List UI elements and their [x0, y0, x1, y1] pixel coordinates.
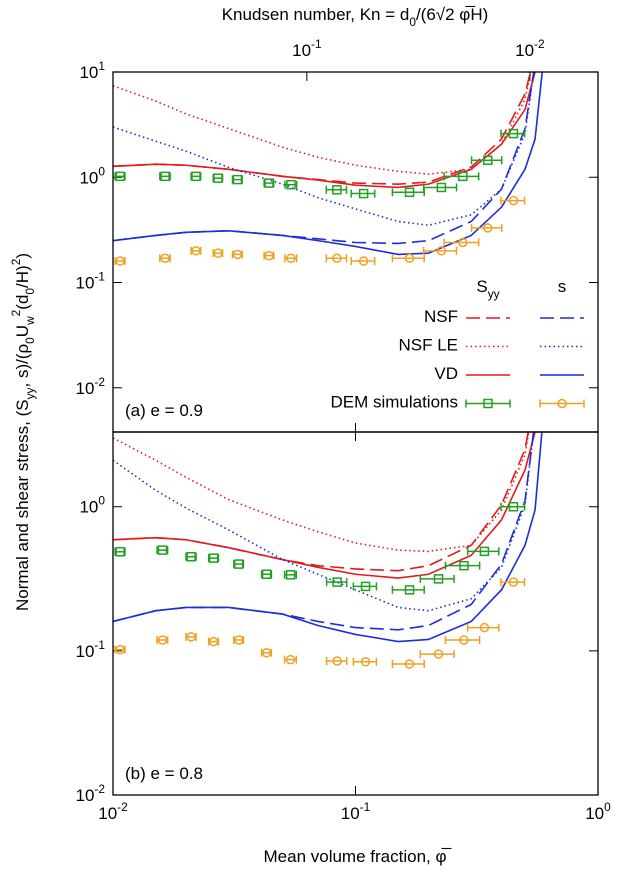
- line-series: [113, 432, 536, 579]
- legend-swatch: [557, 398, 567, 409]
- line-series: [113, 72, 535, 245]
- y-tick-label: 10-2: [76, 782, 106, 805]
- line-series: [113, 432, 535, 612]
- marker: [264, 250, 274, 261]
- marker: [433, 574, 444, 584]
- marker: [482, 155, 493, 166]
- y-tick-label: 100: [79, 494, 105, 517]
- legend-label: VD: [434, 364, 458, 383]
- x-tick-label: 100: [585, 800, 611, 823]
- marker: [213, 248, 223, 258]
- legend-header: s: [558, 277, 567, 296]
- plot-area: [113, 72, 544, 266]
- x-axis-title: Mean volume fraction, φ̅: [264, 847, 452, 866]
- marker: [286, 179, 296, 190]
- marker: [332, 185, 342, 195]
- marker: [360, 657, 371, 667]
- marker: [208, 636, 219, 647]
- legend-swatch: [483, 398, 493, 409]
- marker: [208, 553, 219, 563]
- x-tick-label: 10-2: [98, 800, 128, 823]
- marker: [115, 644, 125, 655]
- line-series: [113, 432, 543, 643]
- marker: [459, 560, 469, 571]
- marker: [404, 659, 415, 669]
- marker: [479, 546, 490, 557]
- marker: [157, 545, 168, 555]
- marker: [261, 648, 272, 658]
- y-axis-title: Normal and shear stress, (Syy, s)/(ρ0Uw2…: [9, 253, 37, 611]
- marker: [285, 654, 296, 665]
- marker: [508, 128, 519, 139]
- x-tick-label: 10-1: [341, 800, 371, 823]
- marker: [332, 253, 342, 264]
- marker: [404, 253, 415, 264]
- marker: [436, 182, 447, 193]
- marker: [508, 577, 519, 587]
- legend-label: DEM simulations: [330, 393, 458, 412]
- marker: [358, 256, 369, 266]
- marker: [482, 223, 493, 233]
- panel-label: (b) e = 0.8: [125, 764, 203, 783]
- marker: [191, 171, 201, 182]
- marker: [285, 570, 296, 580]
- x2-tick-label: 10-2: [515, 37, 545, 60]
- legend-label: NSF LE: [398, 336, 458, 355]
- line-series: [113, 432, 535, 631]
- panel-label: (a) e = 0.9: [125, 401, 203, 420]
- line-series: [113, 72, 544, 256]
- marker: [186, 632, 196, 642]
- marker: [286, 253, 296, 264]
- marker: [404, 585, 415, 595]
- marker: [186, 551, 196, 562]
- marker: [479, 622, 490, 633]
- marker: [459, 635, 469, 645]
- y-tick-label: 101: [79, 59, 105, 82]
- line-series: [113, 72, 536, 189]
- marker: [115, 256, 125, 266]
- marker: [157, 635, 168, 645]
- plot-frame: [112, 431, 599, 796]
- y-tick-label: 10-1: [76, 638, 106, 661]
- marker: [264, 178, 274, 188]
- marker: [332, 656, 342, 666]
- marker: [458, 237, 468, 248]
- marker: [433, 649, 444, 659]
- marker: [436, 246, 447, 256]
- marker: [458, 171, 468, 182]
- marker: [508, 501, 519, 512]
- line-series: [113, 72, 535, 227]
- marker: [358, 188, 369, 199]
- marker: [332, 577, 342, 587]
- marker: [360, 581, 371, 592]
- marker: [261, 569, 272, 580]
- y-tick-label: 100: [79, 164, 105, 187]
- marker: [213, 173, 223, 183]
- marker: [233, 635, 244, 645]
- marker: [160, 253, 170, 264]
- y-tick-label: 10-2: [76, 375, 106, 398]
- legend-header: Syy: [476, 277, 499, 301]
- marker: [115, 171, 125, 182]
- x2-axis-title: Knudsen number, Kn = d0/(6√2 φ̅H): [222, 5, 489, 29]
- marker: [233, 559, 244, 569]
- legend-label: NSF: [424, 307, 458, 326]
- marker: [508, 195, 519, 206]
- marker: [232, 174, 243, 185]
- plot-frame: [112, 71, 599, 433]
- marker: [115, 547, 125, 557]
- marker: [404, 187, 415, 198]
- plot-area: [113, 432, 543, 669]
- y-tick-label: 10-1: [76, 270, 106, 293]
- x2-tick-label: 10-1: [292, 37, 322, 60]
- marker: [160, 171, 170, 182]
- marker: [232, 249, 243, 260]
- marker: [191, 246, 201, 256]
